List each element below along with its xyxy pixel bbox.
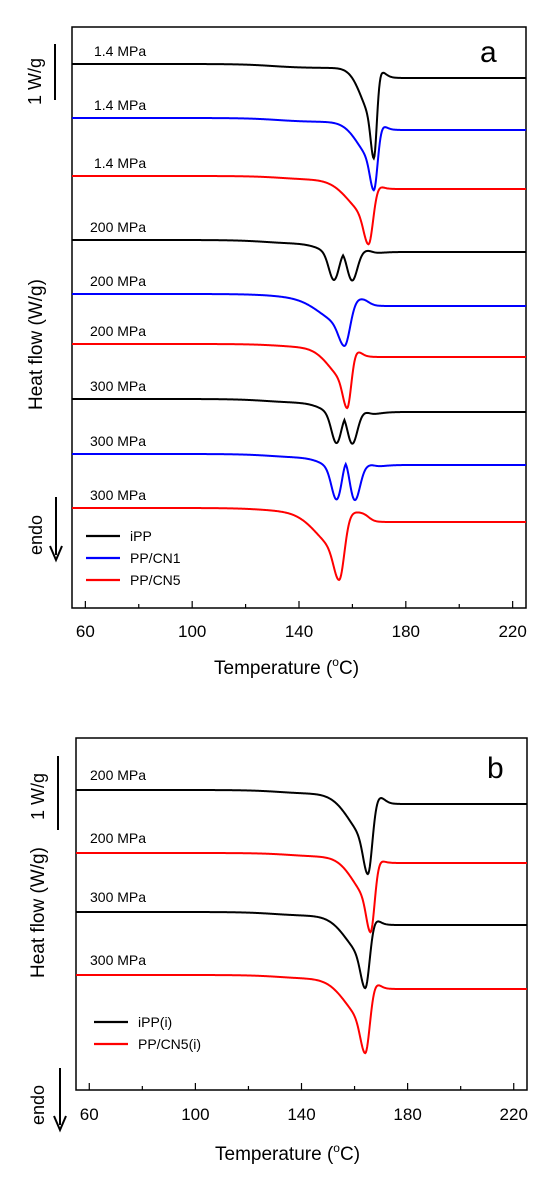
curves-a: 1.4 MPa 1.4 MPa 1.4 MPa 200 MPa 200 MPa 200 M… xyxy=(72,43,526,582)
x-tick-label: 180 xyxy=(393,1105,421,1124)
curve-pp-cn5-i--1 xyxy=(76,852,527,934)
curve-label: 200 MPa xyxy=(90,219,146,235)
x-axis-label-b-sup: o xyxy=(333,1141,340,1155)
x-tick-label: 100 xyxy=(181,1105,209,1124)
x-axis-label-a-sup: o xyxy=(332,655,339,669)
curve-label: 300 MPa xyxy=(90,889,146,905)
curve-label: 300 MPa xyxy=(90,952,146,968)
x-tick-label: 140 xyxy=(287,1105,315,1124)
endo-label-a: endo xyxy=(26,515,46,555)
x-ticks-b: 60 100 140 180 220 xyxy=(80,1083,528,1124)
scale-label-a: 1 W/g xyxy=(25,58,45,105)
curve-ipp-i--2 xyxy=(76,911,527,990)
curve-label: 200 MPa xyxy=(90,830,146,846)
x-axis-label-a-suffix: C) xyxy=(339,658,359,679)
x-tick-label: 60 xyxy=(80,1105,99,1124)
curve-pp-cn1-1 xyxy=(72,117,526,192)
x-axis-label-a-text: Temperature ( xyxy=(214,658,333,679)
x-tick-label: 220 xyxy=(498,622,526,641)
legend-label: iPP xyxy=(130,528,152,544)
curve-pp-cn1-4 xyxy=(72,293,526,347)
x-tick-label: 60 xyxy=(76,622,95,641)
curve-ipp-i--0 xyxy=(76,789,527,876)
endo-arrow-b xyxy=(53,1068,67,1133)
curve-label: 300 MPa xyxy=(90,487,146,503)
x-axis-label-b-suffix: C) xyxy=(340,1144,360,1165)
x-tick-label: 220 xyxy=(500,1105,528,1124)
curve-ipp-3 xyxy=(72,239,526,282)
curve-pp-cn5-8 xyxy=(72,507,526,582)
x-axis-label-b: Temperature (oC) xyxy=(215,1141,360,1165)
panel-label-b: b xyxy=(487,752,504,785)
curve-label: 300 MPa xyxy=(90,378,146,394)
curve-pp-cn5-5 xyxy=(72,343,526,410)
x-axis-label-a: Temperature (oC) xyxy=(214,655,359,679)
curve-label: 1.4 MPa xyxy=(94,155,146,171)
endo-arrow-a xyxy=(49,497,63,563)
curve-label: 1.4 MPa xyxy=(94,43,146,59)
plot-frame-a xyxy=(71,26,527,609)
legend-label: PP/CN5 xyxy=(130,572,181,588)
panel-label-a: a xyxy=(480,36,497,69)
curve-pp-cn5-i--3 xyxy=(76,974,527,1055)
curve-label: 200 MPa xyxy=(90,273,146,289)
x-axis-label-b-text: Temperature ( xyxy=(215,1144,334,1165)
y-axis-label-b: Heat flow (W/g) xyxy=(28,847,49,978)
legend-a: iPP PP/CN1 PP/CN5 xyxy=(86,528,181,588)
curve-pp-cn5-2 xyxy=(72,175,526,246)
x-tick-label: 180 xyxy=(392,622,420,641)
x-tick-label: 100 xyxy=(178,622,206,641)
panel-b: b 200 MPa 200 MPa 300 MPa 300 MPa 60 100 140 1… xyxy=(28,737,528,1165)
legend-label: iPP(i) xyxy=(138,1014,172,1030)
curve-pp-cn1-7 xyxy=(72,453,526,502)
legend-b: iPP(i) PP/CN5(i) xyxy=(94,1014,201,1052)
panel-a: a 1.4 MPa 1.4 MPa 1.4 MPa 200 MPa 200 MPa 200… xyxy=(25,26,527,679)
curve-label: 1.4 MPa xyxy=(94,97,146,113)
endo-label-b: endo xyxy=(28,1085,48,1125)
curves-b: 200 MPa 200 MPa 300 MPa 300 MPa xyxy=(76,767,527,1055)
curve-label: 200 MPa xyxy=(90,323,146,339)
curve-label: 300 MPa xyxy=(90,433,146,449)
curve-label: 200 MPa xyxy=(90,767,146,783)
legend-label: PP/CN1 xyxy=(130,550,181,566)
legend-label: PP/CN5(i) xyxy=(138,1036,201,1052)
curve-ipp-6 xyxy=(72,398,526,445)
scale-label-b: 1 W/g xyxy=(28,773,48,820)
x-tick-label: 140 xyxy=(285,622,313,641)
y-axis-label-a: Heat flow (W/g) xyxy=(26,279,47,410)
curve-ipp-0 xyxy=(72,63,526,161)
x-ticks-a: 60 100 140 180 220 xyxy=(76,601,527,641)
